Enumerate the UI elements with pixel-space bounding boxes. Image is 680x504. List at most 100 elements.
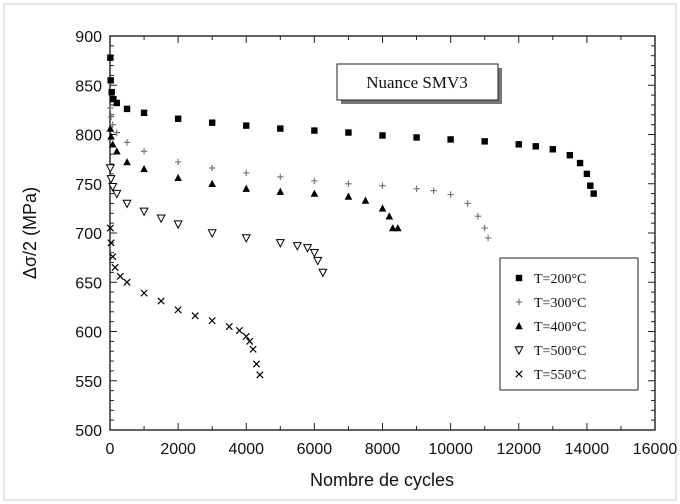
data-point [447,191,454,198]
data-point [140,148,148,155]
data-point [311,177,318,184]
data-point [108,140,117,148]
data-point [361,196,370,204]
data-point [481,224,488,232]
x-axis-label: Nombre de cycles [310,470,454,490]
data-point [174,158,182,166]
series-3 [106,124,402,232]
data-point [122,199,132,209]
legend-frame [499,257,639,391]
legend-label: T=200°C [534,272,586,287]
data-point [576,159,584,167]
data-point [241,234,251,243]
data-point [107,77,114,84]
data-point [112,189,122,199]
data-point [277,173,284,181]
y-tick-label: 650 [75,275,102,292]
data-point [107,113,115,120]
data-point [515,141,522,148]
data-point [385,212,394,220]
data-point [481,138,488,145]
data-point [256,371,264,379]
data-point [123,278,131,286]
data-point [249,345,257,353]
data-point [311,127,318,134]
annotation-text: Nuance SMV3 [366,73,468,92]
data-point [277,125,284,132]
x-tick-label: 10000 [428,441,473,458]
x-tick-label: 4000 [228,441,264,458]
data-point [174,115,182,122]
data-point [174,173,182,182]
data-point [207,229,217,239]
data-point [378,204,387,212]
data-point [108,183,118,192]
axis-ticks [109,35,656,431]
data-point [107,132,115,140]
data-point [208,179,216,187]
x-tick-label: 8000 [365,441,401,458]
data-point [243,122,250,129]
x-tick-label: 2000 [160,441,196,458]
data-point [413,134,420,141]
data-point [345,180,352,187]
data-point [275,239,285,248]
data-point [105,164,115,174]
data-point [225,322,233,331]
tick-labels: 0 2000 4000 6000 8000 10000 12000 14000 16000 500… [75,29,677,458]
legend-marker [514,346,524,356]
data-point [379,182,386,189]
legend-marker [515,370,523,378]
legend-items: T=200°C T=300°C T=400°C T=500°C T=550°C [514,272,586,383]
x-tick-label: 6000 [297,441,333,458]
data-point [532,143,539,150]
y-tick-label: 700 [75,226,102,243]
data-point [106,224,114,232]
data-point [379,132,386,139]
data-point [246,337,254,345]
legend-label: T=400°C [534,320,586,335]
annotation-box: Nuance SMV3 [336,63,502,104]
data-point [113,99,121,107]
data-point [106,124,115,132]
data-point [242,332,250,341]
data-point [313,256,323,266]
data-point [252,360,261,368]
data-point [156,214,166,224]
y-tick-label: 750 [75,177,102,194]
data-point [111,263,119,272]
data-point [583,170,591,178]
data-point [208,164,216,172]
data-point [430,187,437,194]
data-point [113,129,121,136]
legend-label: T=550°C [534,368,586,383]
data-point [292,242,302,251]
data-point [191,312,199,320]
data-point [587,182,594,189]
data-point [464,200,471,207]
data-point [157,297,165,305]
data-point [107,104,114,112]
legend-marker [515,274,523,282]
data-point [590,190,597,197]
data-point [344,192,353,200]
data-point [113,147,121,155]
data-point [302,244,313,253]
legend: T=200°C T=300°C T=400°C T=500°C T=550°C [499,257,639,391]
y-tick-label: 600 [75,325,102,342]
series-5 [106,224,264,379]
data-point [106,175,116,184]
data-point [123,105,131,113]
series-2 [107,104,492,242]
x-tick-label: 12000 [497,441,542,458]
x-tick-label: 0 [106,441,115,458]
data-point [107,239,115,247]
data-point [140,289,148,297]
data-point [484,234,492,242]
data-point [107,54,114,61]
legend-label: T=300°C [534,296,586,311]
data-point [139,207,149,217]
data-point [116,272,124,280]
